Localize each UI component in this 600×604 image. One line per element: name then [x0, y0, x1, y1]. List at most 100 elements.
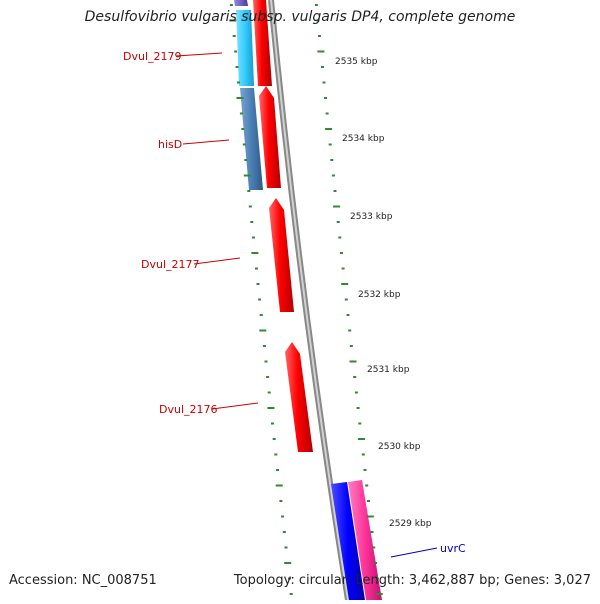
tick-mark-minor [241, 128, 245, 130]
tick-mark-minor [358, 422, 362, 425]
tick-mark-minor [328, 143, 332, 146]
gene-uvrC[interactable] [331, 482, 365, 600]
tick-mark-minor [250, 221, 254, 223]
ruler-label: 2535 kbp [335, 57, 378, 67]
tick-mark-major [275, 484, 283, 487]
gene-dvul-2179-red[interactable] [253, 0, 272, 86]
tick-mark-minor [267, 391, 271, 394]
tick-mark-minor [235, 66, 239, 68]
tick-mark-major [333, 205, 341, 208]
tick-track-inner [229, 4, 293, 595]
tick-mark-minor [229, 4, 233, 6]
tick-mark-minor [279, 500, 283, 502]
tick-mark-major [375, 593, 383, 595]
genome-backbone [268, 0, 351, 601]
tick-mark-minor [339, 252, 343, 254]
tick-mark-major [243, 174, 251, 177]
tick-mark-minor [247, 190, 251, 192]
tick-mark-minor [264, 360, 268, 363]
tick-mark-major [267, 407, 275, 409]
tick-mark-minor [317, 35, 321, 37]
gene-label-hisD[interactable]: hisD [158, 138, 182, 151]
tick-mark-minor [288, 577, 291, 580]
tick-mark-minor [274, 453, 278, 456]
gene-label-dvul-2176[interactable]: Dvul_2176 [159, 403, 218, 416]
gene-dvul-2177[interactable] [269, 198, 294, 312]
tick-mark-major [229, 19, 237, 22]
tick-mark-minor [281, 515, 285, 518]
tick-mark-minor [354, 391, 358, 394]
tick-mark-minor [348, 329, 352, 332]
tick-mark-minor [272, 438, 276, 440]
tick-mark-minor [251, 236, 255, 239]
gene-dvul-2176[interactable] [285, 342, 313, 452]
tick-mark-major [284, 562, 292, 564]
ruler-label: 2534 kbp [342, 134, 385, 144]
tick-mark-major [259, 329, 267, 332]
genome-stats-text: Topology: circular; Length: 3,462,887 bp… [233, 573, 591, 588]
tick-mark-minor [322, 81, 326, 84]
gene-hisD[interactable] [240, 88, 263, 190]
gene-purple-top[interactable] [234, 0, 248, 6]
tick-mark-minor [258, 298, 262, 301]
tick-mark-major [251, 252, 259, 254]
ruler-label: 2529 kbp [389, 519, 432, 529]
tick-mark-minor [316, 19, 320, 22]
tick-mark-minor [259, 314, 263, 316]
tick-mark-minor [356, 407, 360, 409]
tick-mark-minor [248, 205, 252, 208]
tick-mark-minor [242, 143, 246, 146]
gene-track [234, 0, 382, 600]
gene-label-dvul-2179[interactable]: Dvul_2179 [123, 50, 182, 63]
ruler-label: 2532 kbp [358, 290, 401, 300]
gene-dvul-2179[interactable] [236, 10, 254, 86]
gene-labels: Dvul_2179 hisD Dvul_2177 Dvul_2176 uvrC [123, 50, 466, 555]
tick-mark-major [317, 50, 325, 53]
tick-mark-minor [282, 531, 286, 533]
tick-mark-minor [331, 174, 335, 177]
tick-mark-minor [374, 562, 378, 564]
tick-mark-minor [262, 345, 266, 347]
tick-track-outer [314, 4, 383, 595]
callout-line-hisD [182, 139, 230, 145]
tick-mark-minor [336, 221, 340, 223]
tick-mark-minor [232, 35, 236, 37]
tick-mark-minor [349, 345, 353, 347]
tick-mark-major [236, 97, 244, 99]
ruler-label: 2530 kbp [378, 442, 421, 452]
callout-line-dvul-2176 [211, 402, 259, 410]
tick-mark-minor [284, 546, 288, 549]
tick-mark-minor [346, 314, 350, 316]
tick-mark-minor [325, 112, 329, 115]
tick-mark-minor [234, 50, 238, 53]
tick-mark-major [325, 128, 333, 130]
tick-mark-minor [333, 190, 337, 192]
tick-mark-minor [372, 546, 376, 549]
callout-line-uvrC [390, 547, 438, 558]
tick-mark-minor [289, 593, 293, 595]
tick-mark-minor [338, 236, 342, 239]
tick-mark-minor [324, 97, 327, 99]
gene-hisD-red[interactable] [259, 86, 281, 188]
tick-mark-minor [237, 81, 240, 84]
backbone-inner [270, 0, 349, 601]
gene-pink[interactable] [348, 480, 382, 600]
tick-mark-minor [255, 267, 258, 270]
tick-mark-major [358, 438, 365, 440]
gene-label-uvrC[interactable]: uvrC [440, 542, 466, 555]
ruler-label: 2531 kbp [367, 365, 410, 375]
tick-mark-minor [353, 376, 357, 378]
gene-label-dvul-2177[interactable]: Dvul_2177 [141, 258, 200, 271]
tick-mark-minor [276, 469, 279, 471]
tick-mark-minor [244, 159, 248, 161]
tick-mark-minor [271, 422, 274, 425]
callout-line-dvul-2179 [175, 52, 223, 57]
tick-mark-minor [330, 159, 334, 161]
tick-mark-minor [239, 112, 243, 115]
tick-mark-minor [266, 376, 270, 378]
ruler-labels: 2535 kbp 2534 kbp 2533 kbp 2532 kbp 2531… [335, 57, 432, 529]
tick-mark-major [366, 515, 374, 518]
ruler-label: 2533 kbp [350, 212, 393, 222]
